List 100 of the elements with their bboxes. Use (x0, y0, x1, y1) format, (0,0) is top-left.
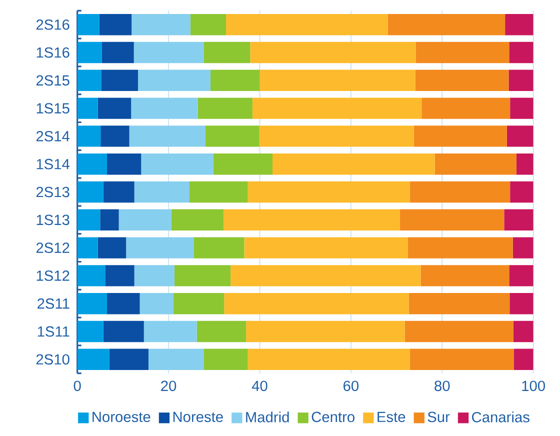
legend-label: Este (378, 412, 406, 422)
bar (510, 181, 534, 203)
bar (204, 42, 250, 64)
y-tick-label: 1S11 (38, 326, 70, 337)
bar (434, 154, 516, 175)
y-tick-label: 1S12 (36, 270, 70, 281)
bar (408, 292, 510, 314)
bar (244, 237, 408, 258)
bar (190, 181, 248, 203)
bar (129, 126, 206, 147)
legend-label: Canarias (472, 412, 530, 422)
bar (510, 98, 534, 119)
bar (510, 292, 534, 314)
bar (509, 265, 534, 286)
bar (134, 181, 190, 203)
bar (171, 209, 224, 230)
bar (410, 348, 514, 370)
bar (504, 209, 534, 230)
bar (144, 320, 197, 342)
bar (388, 14, 506, 36)
bar (77, 320, 104, 342)
bar (100, 209, 119, 230)
bar (109, 348, 148, 370)
bar (514, 348, 534, 370)
bar (103, 320, 144, 342)
bar (516, 154, 534, 175)
bar (106, 154, 142, 175)
x-tick-label: 60 (344, 380, 359, 392)
bar (134, 265, 174, 286)
legend-label: Noreste (173, 412, 223, 422)
bar (272, 154, 435, 175)
bar (422, 98, 510, 119)
bar (77, 126, 101, 147)
legend-label: Centro (312, 412, 354, 422)
bar (102, 42, 134, 64)
bar (148, 348, 204, 370)
bar (196, 320, 246, 342)
x-tick-label: 100 (522, 380, 545, 392)
bar (420, 265, 510, 286)
y-tick-label: 1S15 (36, 103, 70, 114)
bar (408, 237, 513, 258)
bar (132, 14, 190, 36)
bar (224, 292, 409, 314)
bar (226, 14, 388, 36)
legend-label: Noroeste (92, 412, 150, 422)
bar (190, 14, 226, 36)
bar (77, 14, 100, 36)
bar (248, 348, 410, 370)
bar (77, 181, 104, 203)
bar (505, 14, 534, 36)
bar (106, 292, 140, 314)
bar (126, 237, 194, 258)
bar (246, 320, 405, 342)
bar (131, 98, 198, 119)
bar (77, 98, 98, 119)
bar (77, 154, 107, 175)
bar (102, 70, 138, 92)
x-tick-label: 0 (74, 380, 81, 392)
x-tick-label: 80 (434, 380, 450, 392)
bar (77, 42, 102, 64)
bar (250, 42, 416, 64)
bar (204, 348, 248, 370)
bar (198, 98, 252, 119)
bar (77, 237, 98, 258)
bar (213, 154, 273, 175)
bar (98, 237, 126, 258)
bar (141, 154, 214, 175)
bar (508, 70, 534, 92)
y-tick-label: 2S12 (36, 242, 70, 253)
legend-label: Sur (428, 412, 450, 422)
bar (77, 348, 110, 370)
bar (224, 209, 400, 230)
bar (415, 70, 509, 92)
bar (260, 70, 416, 92)
y-tick-label: 2S11 (38, 298, 70, 309)
bar (77, 292, 107, 314)
bar (100, 126, 130, 147)
bar (506, 126, 534, 147)
bar (140, 292, 174, 314)
bar (512, 237, 534, 258)
bar (98, 98, 132, 119)
bar (194, 237, 244, 258)
bar (105, 265, 134, 286)
bar (174, 265, 231, 286)
bar (259, 126, 414, 147)
bar (410, 181, 510, 203)
bar (118, 209, 172, 230)
bar (509, 42, 534, 64)
bar (103, 181, 134, 203)
bar (513, 320, 534, 342)
bar (416, 42, 510, 64)
bar (77, 265, 106, 286)
bar (210, 70, 260, 92)
y-tick-label: 1S13 (36, 214, 70, 226)
bar (404, 320, 514, 342)
bar (138, 70, 210, 92)
bar (134, 42, 204, 64)
y-tick-label: 2S15 (36, 75, 70, 86)
y-tick-label: 2S14 (36, 131, 70, 142)
x-tick-label: 20 (161, 380, 176, 392)
